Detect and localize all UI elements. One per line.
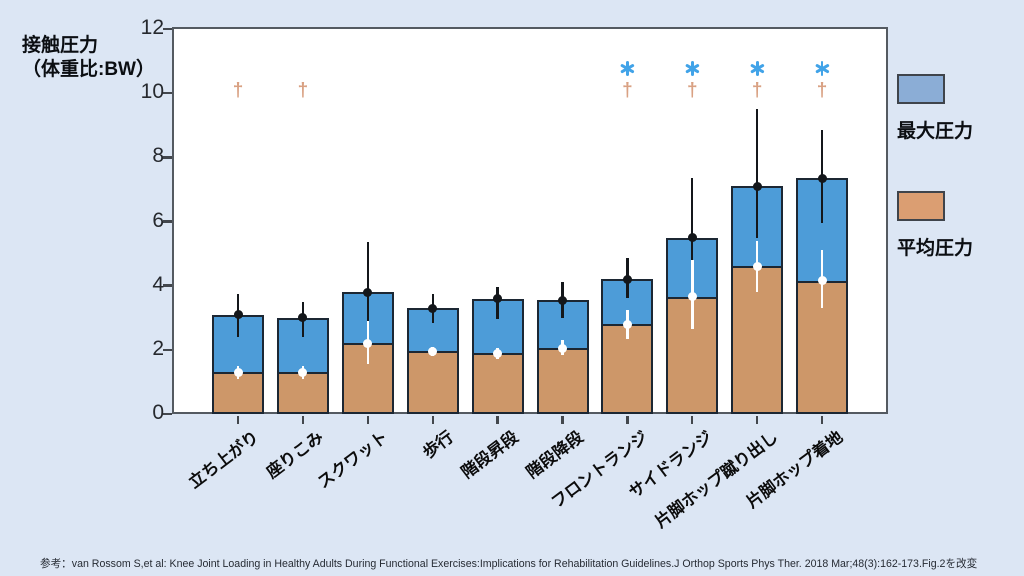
y-axis-tick-label: 8 <box>152 144 164 168</box>
max-marker-dot <box>363 287 373 297</box>
legend-label-mean-pressure: 平均圧力 <box>897 238 974 259</box>
asterisk-icon <box>620 61 635 76</box>
asterisk-icon <box>814 61 830 76</box>
y-axis-title: 接触圧力 （体重比:BW） <box>22 34 155 82</box>
mean-marker-dot <box>428 346 438 356</box>
y-axis-tick-label: 4 <box>152 272 164 296</box>
x-axis-tick <box>756 416 759 424</box>
x-axis-tick <box>626 416 629 424</box>
asterisk-icon <box>749 61 765 76</box>
x-axis-tick <box>366 416 369 424</box>
y-axis-tick <box>163 284 172 287</box>
x-axis-label: スクワット <box>314 427 392 493</box>
max-marker-dot <box>428 303 438 313</box>
reference-footnote: 参考：van Rossom S,et al: Knee Joint Loadin… <box>40 558 978 570</box>
max-marker-dot <box>493 294 503 303</box>
mean-pressure-bar <box>471 353 524 414</box>
y-axis-title-line1: 接触圧力 <box>22 35 99 56</box>
max-error-whisker <box>691 178 694 264</box>
x-axis-tick <box>496 416 499 424</box>
mean-pressure-bar <box>536 348 589 414</box>
y-axis-tick <box>163 220 172 223</box>
max-error-whisker <box>756 109 759 238</box>
max-marker-dot <box>298 313 308 323</box>
max-error-whisker <box>366 242 369 321</box>
y-axis-tick-label: 2 <box>152 336 164 360</box>
max-marker-dot <box>233 310 243 320</box>
y-axis-title-line2: （体重比:BW） <box>22 58 155 80</box>
y-axis-tick-label: 12 <box>140 16 164 39</box>
legend-label-max-pressure: 最大圧力 <box>897 121 974 142</box>
mean-marker-dot <box>622 319 632 329</box>
mean-marker-dot <box>817 276 827 286</box>
mean-marker-dot <box>298 367 308 377</box>
dagger-symbol: † <box>687 80 698 101</box>
legend-swatch-max-pressure <box>897 74 945 104</box>
max-marker-dot <box>817 173 827 183</box>
x-axis-tick <box>431 416 434 424</box>
max-marker-dot <box>622 274 632 284</box>
y-axis-tick-label: 6 <box>152 208 164 232</box>
mean-marker-dot <box>752 261 762 271</box>
x-axis-label: 階段昇段 <box>457 427 522 483</box>
dagger-symbol: † <box>232 80 244 101</box>
mean-pressure-bar <box>731 266 784 414</box>
max-error-whisker <box>496 287 499 320</box>
y-axis-tick <box>163 156 172 159</box>
y-axis-tick <box>163 91 172 95</box>
y-axis-tick-label: 0 <box>152 401 164 424</box>
x-axis-label: 立ち上がり <box>185 427 262 493</box>
asterisk-icon <box>685 61 700 76</box>
legend-swatch-mean-pressure <box>897 191 945 221</box>
y-axis-tick <box>163 27 172 31</box>
mean-pressure-bar <box>276 372 329 414</box>
max-marker-dot <box>752 181 762 191</box>
y-axis-tick-label: 10 <box>140 80 164 104</box>
mean-marker-dot <box>558 343 567 353</box>
x-axis-tick <box>236 416 240 424</box>
x-axis-tick <box>301 416 305 424</box>
mean-marker-dot <box>687 292 697 302</box>
y-axis-tick <box>163 412 172 416</box>
mean-pressure-bar <box>601 324 654 414</box>
mean-marker-dot <box>493 348 503 358</box>
x-axis-tick <box>691 416 694 424</box>
mean-marker-dot <box>233 367 243 377</box>
dagger-symbol: † <box>622 80 633 101</box>
dagger-symbol: † <box>816 80 828 101</box>
y-axis-tick <box>163 348 172 352</box>
max-marker-dot <box>558 295 567 305</box>
mean-marker-dot <box>363 338 373 348</box>
x-axis-tick <box>561 416 564 424</box>
x-axis-tick <box>820 416 824 424</box>
mean-pressure-bar <box>212 372 264 414</box>
dagger-symbol: † <box>297 80 309 101</box>
dagger-symbol: † <box>751 80 763 101</box>
mean-pressure-bar <box>406 351 459 414</box>
max-marker-dot <box>687 233 697 243</box>
x-axis-label: 歩行 <box>419 427 457 463</box>
